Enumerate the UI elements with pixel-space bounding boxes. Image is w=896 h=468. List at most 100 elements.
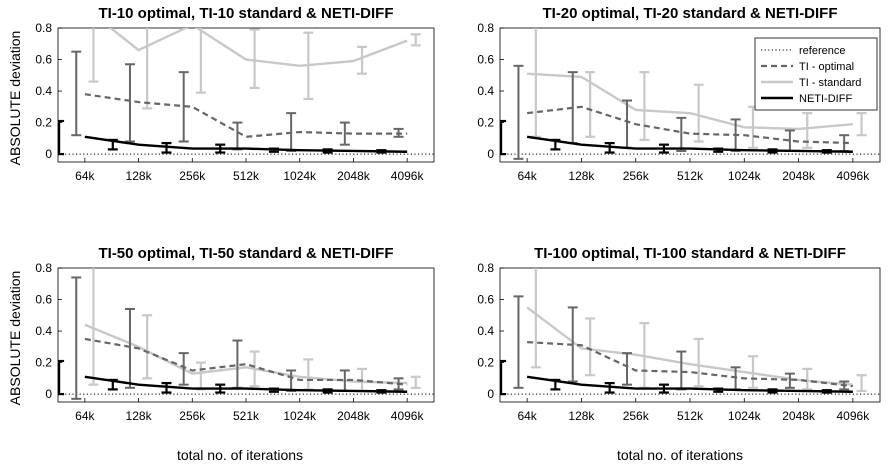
error-bar-ti-optimal [339,121,350,146]
series-line-ti-optimal [527,105,853,145]
x-tick-label: 4096k [391,409,425,423]
error-bar-neti-diff [821,389,832,394]
x-tick-label: 4096k [391,169,425,183]
error-bar-neti-diff [268,147,279,153]
x-tick-label: 4096k [837,409,871,423]
error-bar-ti-standard [88,268,99,386]
chart-panel-1: TI-10 optimal, TI-10 standard & NETI-DIF… [35,5,435,183]
error-bar-neti-diff [161,381,172,394]
chart-title: TI-50 optimal, TI-50 standard & NETI-DIF… [98,245,393,262]
x-tick-label: 128k [126,409,153,423]
series-line-neti-diff [84,375,408,393]
series-line-neti-diff [84,135,408,153]
error-bar-ti-standard [856,112,867,137]
error-bar-ti-standard [639,71,650,142]
y-tick-label: 0.4 [477,84,494,98]
error-bar-ti-standard [856,374,867,393]
plot-area [58,28,434,156]
chart-title: TI-10 optimal, TI-10 standard & NETI-DIF… [98,5,393,22]
x-tick-label: 521k [233,409,260,423]
error-bar-ti-optimal [124,307,135,389]
error-bar-ti-optimal [393,377,404,391]
y-tick-label: 0.8 [35,261,52,275]
x-tick-label: 2048k [337,169,371,183]
error-bar-ti-standard [142,314,153,380]
series-line-ti-standard [108,28,408,68]
legend: reference TI - optimal TI - standard NETI-D… [754,37,878,111]
error-bar-neti-diff [500,119,507,156]
chart-title: TI-100 optimal, TI-100 standard & NETI-D… [534,245,846,262]
x-tick-label: 64k [517,169,537,183]
y-tick-label: 0.4 [35,324,52,338]
error-bar-ti-standard [142,28,153,110]
error-bar-neti-diff [713,147,724,153]
x-tick-label: 256k [623,409,650,423]
error-bar-ti-standard [693,83,704,143]
error-bar-ti-optimal [676,116,687,152]
error-bar-neti-diff [322,388,333,394]
error-bar-ti-optimal [567,306,578,383]
x-tick-label: 2048k [337,409,371,423]
error-bar-ti-optimal [622,352,633,386]
y-tick-label: 0.2 [477,116,494,130]
x-tick-label: 512k [677,169,704,183]
x-tick-label: 256k [179,409,206,423]
error-bar-ti-standard [747,355,758,389]
y-tick-label: 0.4 [35,84,52,98]
panels: TI-10 optimal, TI-10 standard & NETI-DIF… [35,5,881,423]
series-line-ti-standard [84,323,408,385]
error-bar-ti-standard [303,31,314,101]
plot-area [500,28,880,160]
series-line-ti-optimal [84,93,408,138]
error-bar-neti-diff [821,149,832,154]
error-bar-neti-diff [376,389,387,394]
x-tick-label: 1024k [728,409,762,423]
error-bar-neti-diff [767,388,778,394]
y-tick-label: 0.6 [35,53,52,67]
error-bar-neti-diff [322,148,333,154]
series-line-neti-diff [526,135,853,153]
y-tick-label: 0 [45,387,52,401]
error-bar-ti-standard [410,33,421,47]
y-tick-label: 0.8 [477,21,494,35]
series-line-ti-optimal [84,337,408,386]
error-bar-ti-standard [195,28,206,94]
y-tick-label: 0.6 [35,293,52,307]
error-bar-ti-standard [530,268,541,369]
y-tick-label: 0.2 [477,356,494,370]
series-line-ti-standard [527,72,853,131]
error-bar-neti-diff [713,387,724,393]
error-bar-ti-optimal [513,295,524,389]
error-bar-neti-diff [215,143,226,154]
error-bar-ti-standard [693,337,704,388]
error-bar-ti-standard [585,317,596,377]
error-bar-ti-optimal [232,121,243,151]
error-bar-ti-optimal [124,63,135,143]
x-tick-label: 512k [233,169,260,183]
error-bar-neti-diff [767,148,778,154]
x-tick-label: 128k [568,169,595,183]
chart-panel-4: TI-100 optimal, TI-100 standard & NETI-D… [477,245,881,423]
error-bar-ti-standard [410,375,421,389]
error-bar-ti-optimal [513,64,524,160]
error-bar-neti-diff [500,359,507,396]
error-bar-ti-standard [585,71,596,138]
error-bar-neti-diff [550,378,561,391]
error-bar-ti-optimal [71,50,82,137]
error-bar-neti-diff [58,359,65,396]
error-bar-ti-optimal [71,276,82,400]
x-tick-label: 4096k [837,169,871,183]
x-tick-label: 64k [75,409,95,423]
error-bar-neti-diff [107,138,118,151]
x-tick-label: 2048k [782,409,816,423]
legend-label: TI - optimal [799,61,854,73]
x-tick-label: 256k [623,169,650,183]
y-tick-label: 0.8 [35,21,52,35]
y-tick-label: 0.6 [477,293,494,307]
legend-label: reference [799,45,845,57]
series-line-ti-standard [526,306,853,386]
error-bar-ti-optimal [393,127,404,138]
x-tick-label: 1024k [728,169,762,183]
y-tick-label: 0.8 [477,261,494,275]
